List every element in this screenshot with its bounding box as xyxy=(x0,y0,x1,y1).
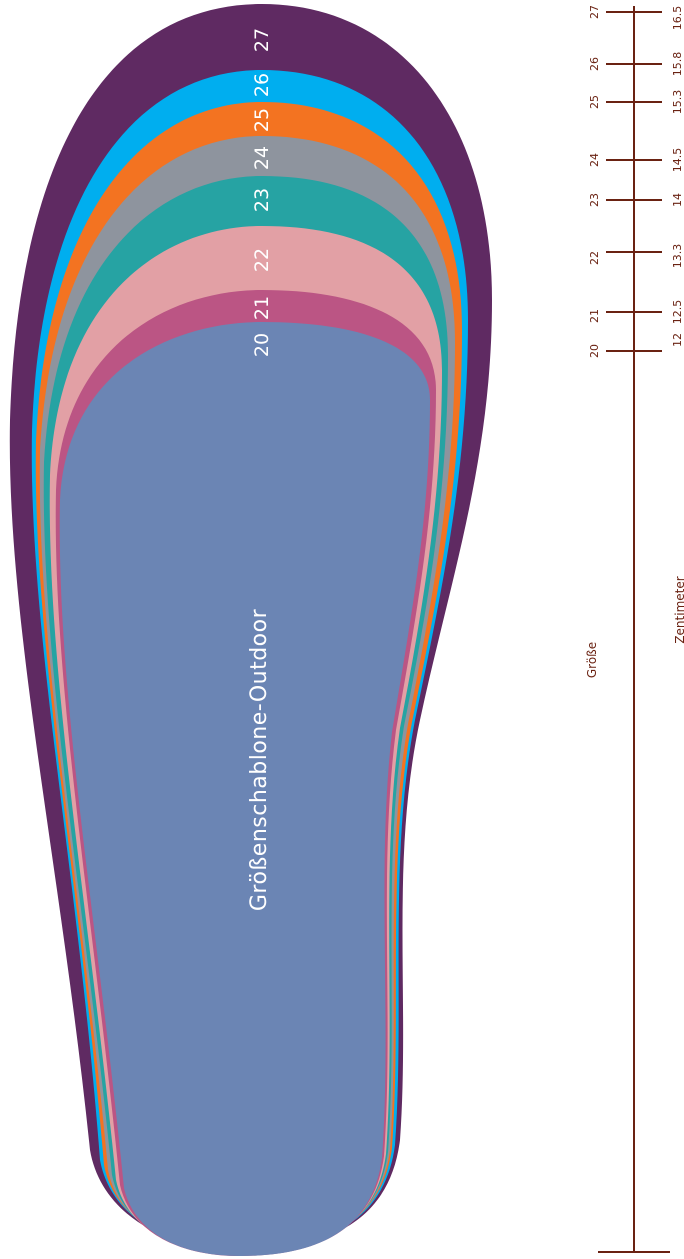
sole-label-25: 25 xyxy=(251,108,273,132)
ruler-size-26: 26 xyxy=(588,57,601,71)
ruler-size-caption: Größe xyxy=(585,642,599,678)
ruler-size-23: 23 xyxy=(588,193,601,207)
sole-label-20: 20 xyxy=(251,333,273,357)
ruler-cm-26: 15.8 xyxy=(671,52,684,77)
sole-label-27: 27 xyxy=(251,28,273,52)
ruler-size-20: 20 xyxy=(588,344,601,358)
ruler-size-27: 27 xyxy=(588,5,601,19)
ruler-size-24: 24 xyxy=(588,153,601,167)
sole-label-22: 22 xyxy=(251,248,273,272)
ruler-cm-22: 13.3 xyxy=(671,244,684,269)
sole-label-26: 26 xyxy=(251,73,273,97)
sole-label-23: 23 xyxy=(251,188,273,212)
sole-outline-20 xyxy=(59,322,430,1256)
ruler-cm-caption: Zentimeter xyxy=(673,576,684,643)
sole-outlines xyxy=(9,4,492,1256)
sole-size-labels: 27 26 25 24 23 22 21 20 xyxy=(251,28,273,357)
ruler-size-22: 22 xyxy=(588,251,601,265)
ruler-size-25: 25 xyxy=(588,95,601,109)
ruler: 27 26 25 24 23 22 21 20 16.5 15.8 15.3 1… xyxy=(585,5,684,1253)
sole-label-21: 21 xyxy=(251,296,273,320)
ruler-cm-20: 12 xyxy=(671,333,684,347)
ruler-cm-25: 15.3 xyxy=(671,90,684,115)
ruler-cm-24: 14.5 xyxy=(671,148,684,173)
template-title: Größenschablone-Outdoor xyxy=(247,608,272,911)
sole-label-24: 24 xyxy=(251,146,273,170)
ruler-cm-27: 16.5 xyxy=(671,6,684,31)
ruler-cm-23: 14 xyxy=(671,193,684,207)
ruler-size-21: 21 xyxy=(588,309,601,323)
ruler-cm-21: 12.5 xyxy=(671,300,684,325)
